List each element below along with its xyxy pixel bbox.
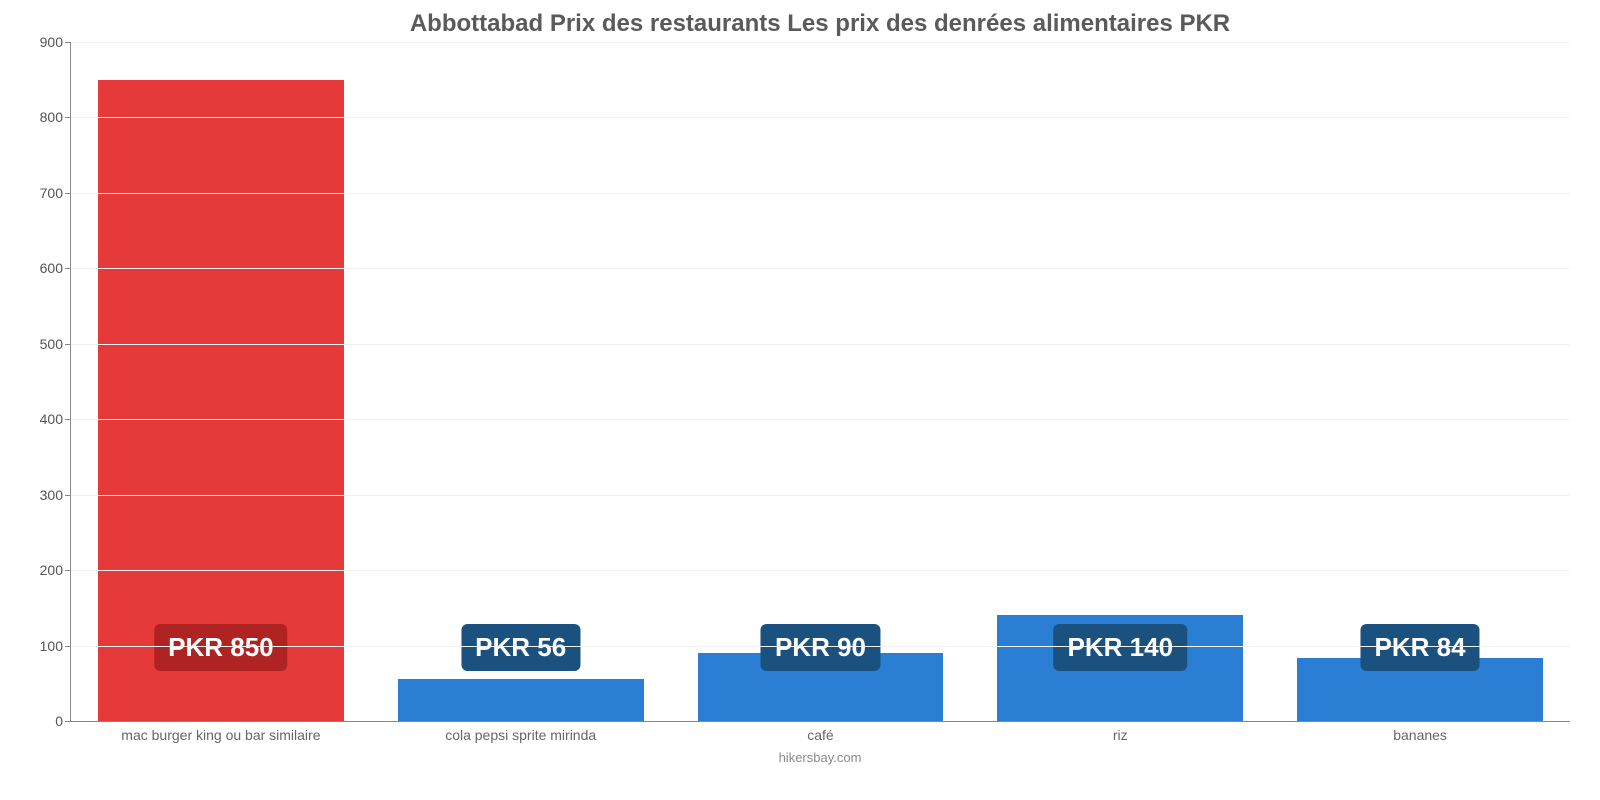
gridline (71, 42, 1570, 43)
gridline (71, 419, 1570, 420)
value-badge: PKR 84 (1361, 624, 1480, 671)
bar-slot: PKR 90 (671, 42, 971, 721)
gridline (71, 193, 1570, 194)
value-badge: PKR 140 (1054, 624, 1188, 671)
y-tick-mark (65, 495, 71, 496)
gridline (71, 495, 1570, 496)
bar (398, 679, 644, 721)
footer-credit: hikersbay.com (70, 750, 1570, 765)
y-tick-mark (65, 193, 71, 194)
y-tick-mark (65, 646, 71, 647)
value-badge: PKR 90 (761, 624, 880, 671)
y-tick-mark (65, 721, 71, 722)
gridline (71, 117, 1570, 118)
x-axis-label: cola pepsi sprite mirinda (371, 727, 671, 743)
bar-slot: PKR 140 (970, 42, 1270, 721)
value-badge: PKR 850 (154, 624, 288, 671)
plot-area: PKR 850PKR 56PKR 90PKR 140PKR 84 mac bur… (70, 42, 1570, 722)
y-tick-mark (65, 42, 71, 43)
x-axis-label: mac burger king ou bar similaire (71, 727, 371, 743)
bars-row: PKR 850 PKR 56 PKR 90 PKR 140 PKR 84 (71, 42, 1570, 721)
x-axis-label: café (671, 727, 971, 743)
price-bar-chart: Abbottabad Prix des restaurants Les prix… (0, 0, 1600, 800)
y-tick-mark (65, 344, 71, 345)
value-badge: PKR 56 (461, 624, 580, 671)
x-axis-labels: mac burger king ou bar similairecola pep… (71, 721, 1570, 743)
y-tick-mark (65, 419, 71, 420)
gridline (71, 344, 1570, 345)
y-tick-mark (65, 570, 71, 571)
y-tick-mark (65, 268, 71, 269)
gridline (71, 268, 1570, 269)
bar-slot: PKR 84 (1270, 42, 1570, 721)
gridline (71, 570, 1570, 571)
x-axis-label: riz (970, 727, 1270, 743)
chart-title: Abbottabad Prix des restaurants Les prix… (70, 10, 1570, 38)
bar-slot: PKR 56 (371, 42, 671, 721)
gridline (71, 646, 1570, 647)
x-axis-label: bananes (1270, 727, 1570, 743)
y-tick-mark (65, 117, 71, 118)
bar-slot: PKR 850 (71, 42, 371, 721)
